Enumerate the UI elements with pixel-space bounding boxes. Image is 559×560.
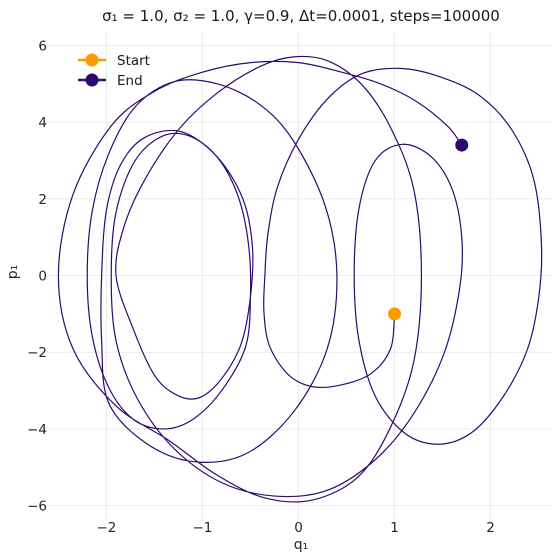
y-axis-label: p₁: [5, 265, 21, 280]
y-tick-label: 4: [38, 115, 47, 131]
y-tick-label: 0: [38, 269, 47, 285]
trajectory-line: [57, 55, 543, 503]
tick-layer: −2 −1 0 1 2 −6 −4 −2 0 2 4 6: [27, 38, 495, 536]
chart-title: σ₁ = 1.0, σ₂ = 1.0, γ=0.9, Δt=0.0001, st…: [102, 7, 500, 25]
marker-layer: [388, 138, 469, 321]
y-tick-label: −4: [27, 422, 47, 438]
x-tick-label: 0: [294, 520, 303, 536]
x-tick-label: −2: [96, 520, 116, 536]
y-tick-label: −2: [27, 345, 47, 361]
y-tick-label: 2: [38, 192, 47, 208]
grid: [44, 30, 553, 521]
x-axis-label: q₁: [294, 537, 309, 553]
legend-start-label: Start: [117, 53, 150, 69]
legend-end-label: End: [117, 73, 143, 89]
x-tick-label: 1: [390, 520, 399, 536]
legend-end-marker: [85, 73, 99, 87]
series-layer: [57, 55, 543, 503]
end-point-marker: [455, 138, 469, 152]
legend: Start End: [78, 53, 150, 89]
x-tick-label: 2: [486, 520, 495, 536]
y-tick-label: 6: [38, 38, 47, 54]
legend-start-marker: [85, 53, 99, 67]
start-point-marker: [388, 307, 402, 321]
x-tick-label: −1: [193, 520, 213, 536]
y-tick-label: −6: [27, 499, 47, 515]
